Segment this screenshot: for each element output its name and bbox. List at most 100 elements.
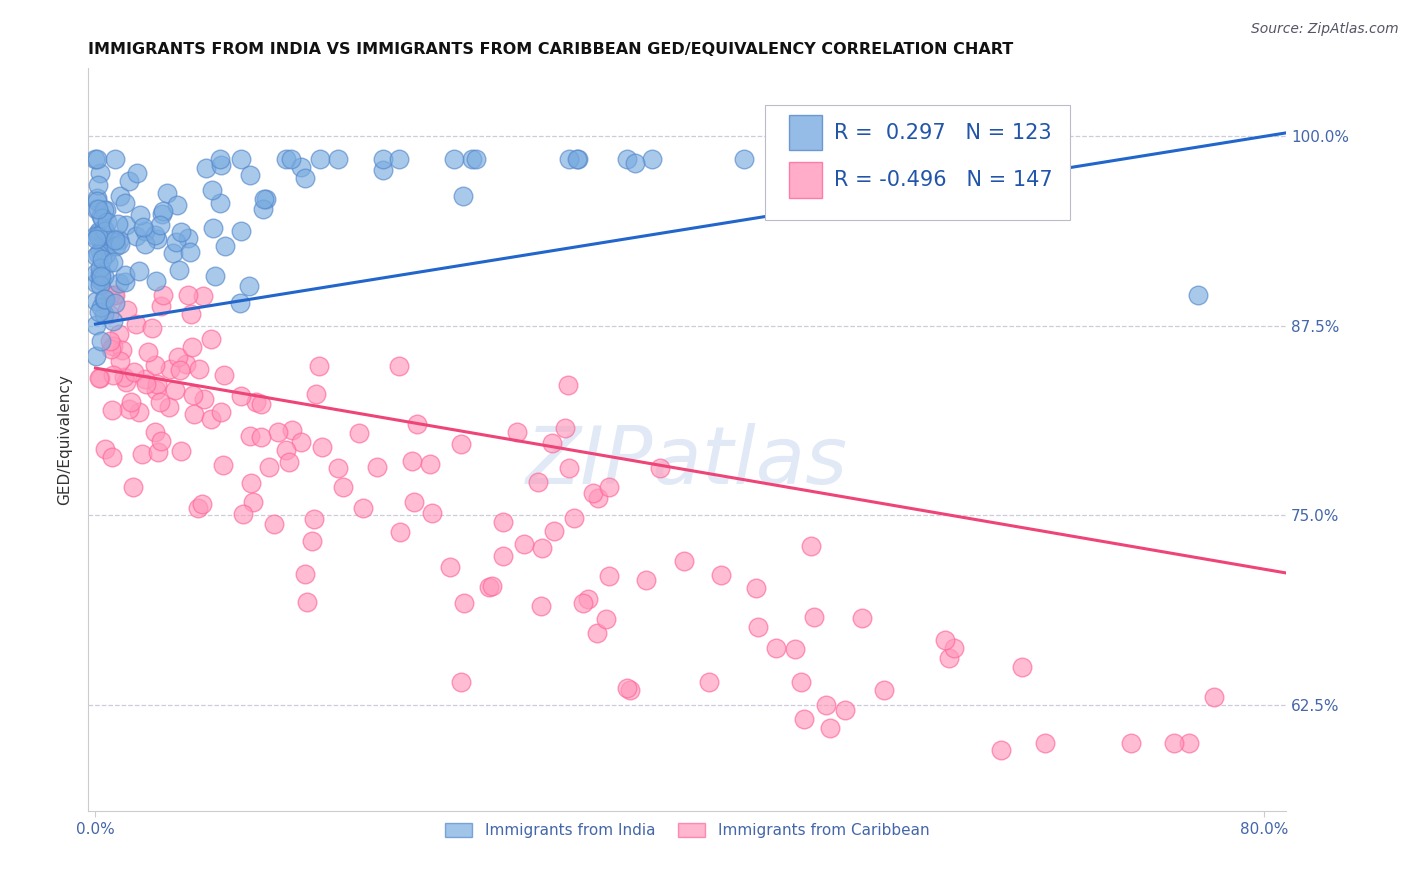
Point (450, 675, 472, 690)
Point (122, 480, 145, 494)
Point (281, 423, 304, 437)
Point (405, 417, 427, 432)
Point (84, 318, 107, 332)
Point (86, 202, 108, 216)
Point (110, 236, 132, 251)
Point (84, 202, 107, 217)
Point (167, 350, 190, 364)
Point (800, 539, 823, 553)
Point (87, 247, 110, 261)
Point (232, 507, 254, 521)
Point (89, 260, 111, 275)
Point (990, 743, 1012, 757)
Point (165, 235, 187, 249)
Point (128, 405, 150, 419)
Text: R = -0.496   N = 147: R = -0.496 N = 147 (834, 169, 1053, 190)
Point (84, 152, 107, 166)
Point (104, 232, 127, 246)
Point (170, 444, 193, 458)
Point (302, 512, 325, 526)
Point (209, 158, 232, 172)
Point (229, 152, 252, 166)
Point (239, 169, 262, 183)
Point (112, 370, 135, 384)
Point (530, 599, 553, 613)
Point (176, 357, 198, 371)
Point (90, 209, 112, 223)
FancyBboxPatch shape (789, 161, 823, 198)
Point (89, 277, 111, 292)
Point (1121, 736, 1143, 750)
Point (373, 162, 395, 177)
Point (84, 266, 107, 280)
Point (181, 340, 204, 354)
Point (851, 610, 873, 624)
Point (641, 152, 664, 166)
Point (107, 217, 129, 231)
Point (101, 314, 124, 328)
Point (114, 268, 136, 283)
Point (297, 595, 319, 609)
Point (148, 218, 170, 232)
Point (86, 227, 108, 241)
Point (150, 207, 173, 221)
Point (257, 460, 280, 475)
Point (582, 486, 605, 500)
Point (294, 566, 316, 581)
Point (86, 249, 108, 263)
Point (149, 395, 172, 409)
Point (91, 252, 114, 266)
Point (274, 442, 297, 457)
Point (107, 327, 129, 342)
Point (249, 397, 271, 411)
Point (543, 524, 565, 539)
Point (371, 152, 394, 166)
Point (564, 510, 586, 524)
Point (125, 166, 148, 180)
Point (439, 559, 461, 574)
Point (249, 430, 271, 444)
Point (135, 377, 157, 392)
Point (326, 461, 349, 475)
Point (89, 166, 111, 180)
Point (450, 436, 472, 450)
Point (90, 300, 112, 314)
Point (481, 579, 503, 593)
Point (156, 186, 179, 200)
Point (209, 405, 232, 419)
Point (84, 276, 107, 290)
Point (125, 317, 148, 331)
Point (254, 192, 277, 206)
Point (595, 612, 617, 626)
Point (181, 387, 204, 401)
Point (169, 363, 191, 377)
Point (492, 549, 515, 563)
Point (191, 497, 214, 511)
Point (388, 359, 411, 374)
Point (267, 425, 290, 439)
Point (170, 225, 193, 239)
Point (148, 445, 170, 459)
Point (193, 289, 215, 303)
Point (97, 256, 120, 270)
Point (134, 236, 156, 251)
Point (183, 407, 205, 421)
Point (98, 288, 121, 302)
Point (453, 596, 475, 610)
Point (90, 211, 112, 225)
Point (89, 244, 111, 258)
Point (478, 580, 501, 594)
Point (1178, 736, 1201, 750)
Point (451, 188, 474, 202)
Point (567, 152, 589, 166)
Point (492, 515, 515, 529)
Point (84, 293, 107, 308)
Point (673, 553, 696, 567)
Point (94, 224, 117, 238)
Point (89, 305, 111, 319)
Point (280, 152, 302, 166)
Point (576, 592, 599, 607)
Point (145, 274, 167, 288)
Point (388, 524, 411, 539)
Point (90, 268, 112, 283)
